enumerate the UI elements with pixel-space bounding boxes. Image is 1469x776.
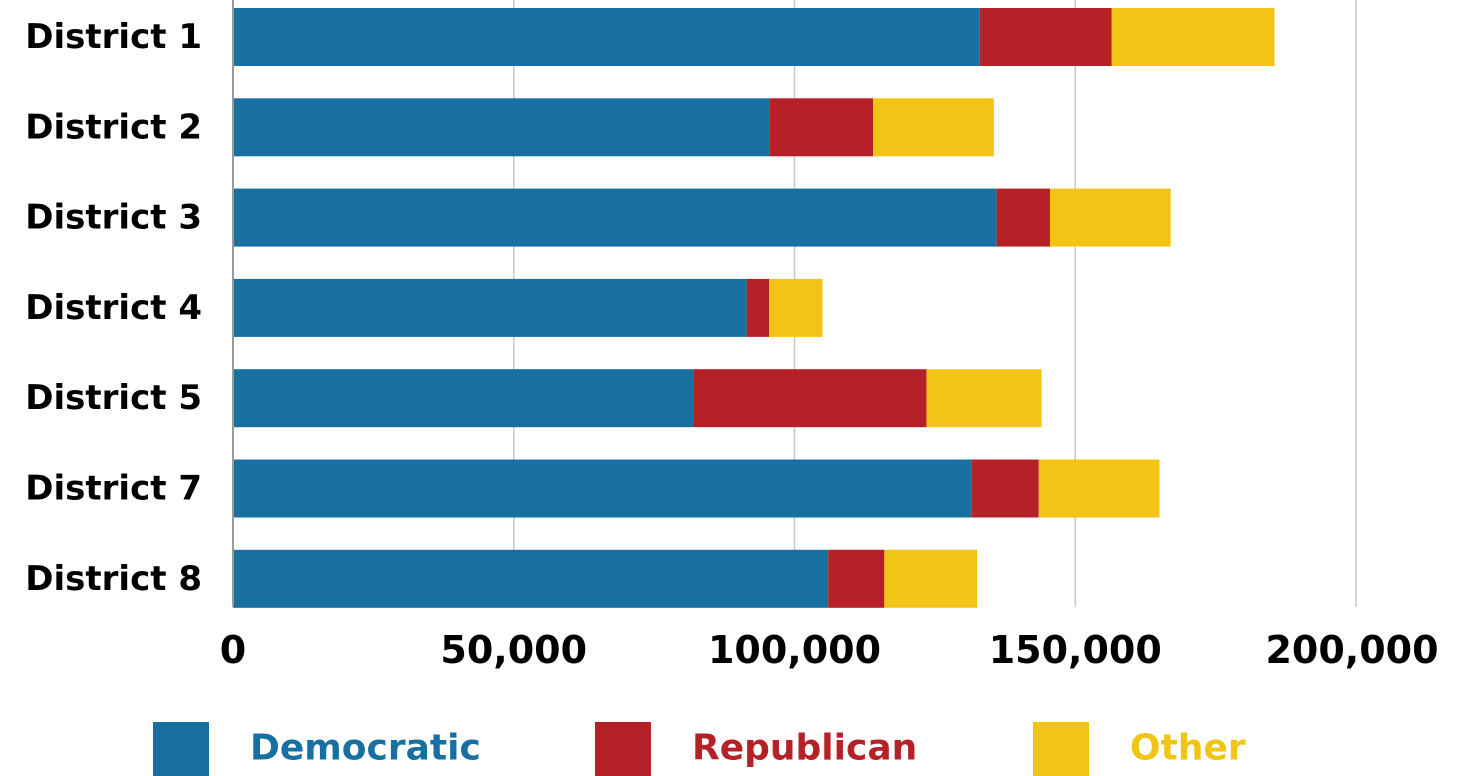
bar-republican-3	[996, 188, 1050, 247]
bar-republican-1	[979, 8, 1112, 66]
bar-republican-6	[971, 459, 1039, 518]
x-tick-label: 50,000	[440, 628, 587, 672]
bar-other-1	[1111, 8, 1275, 66]
legend-label-republican: Republican	[692, 728, 917, 769]
x-tick-label: 150,000	[989, 628, 1162, 672]
bar-republican-4	[746, 278, 770, 337]
legend-swatch-other	[1033, 722, 1089, 776]
category-label: District 3	[25, 198, 202, 238]
x-tick-label: 200,000	[1265, 628, 1438, 672]
bar-democratic-7	[233, 549, 829, 608]
x-tick-label: 100,000	[708, 628, 881, 672]
bar-other-6	[1038, 459, 1160, 518]
bar-democratic-1	[233, 8, 980, 66]
bar-democratic-4	[233, 278, 747, 337]
category-label: District 4	[25, 288, 202, 328]
category-label: District 7	[25, 469, 202, 509]
bar-republican-7	[828, 549, 885, 608]
bar-democratic-6	[233, 459, 972, 518]
bar-republican-5	[693, 369, 927, 428]
bar-other-5	[926, 369, 1042, 428]
bar-other-7	[884, 549, 977, 608]
x-tick-label: 0	[220, 628, 246, 672]
x-tick-labels: 0 50,000 100,000 150,000 200,000	[220, 628, 1439, 672]
legend-swatch-republican	[595, 722, 651, 776]
legend-swatch-democratic	[153, 722, 209, 776]
category-labels: District 1 District 2 District 3 District 4…	[25, 17, 202, 599]
legend-label-democratic: Democratic	[250, 728, 481, 769]
bars	[233, 8, 1275, 608]
category-label: District 2	[25, 107, 202, 147]
legend-label-other: Other	[1130, 728, 1246, 769]
category-label: District 5	[25, 378, 202, 418]
bar-democratic-3	[233, 188, 997, 247]
bar-other-4	[769, 278, 823, 337]
bar-other-3	[1049, 188, 1171, 247]
bar-republican-2	[769, 98, 874, 157]
category-label: District 1	[25, 17, 202, 57]
bar-democratic-5	[233, 369, 694, 428]
legend: Democratic Republican Other	[153, 722, 1246, 776]
bar-other-2	[873, 98, 994, 157]
bar-democratic-2	[233, 98, 770, 157]
category-label: District 8	[25, 559, 202, 599]
